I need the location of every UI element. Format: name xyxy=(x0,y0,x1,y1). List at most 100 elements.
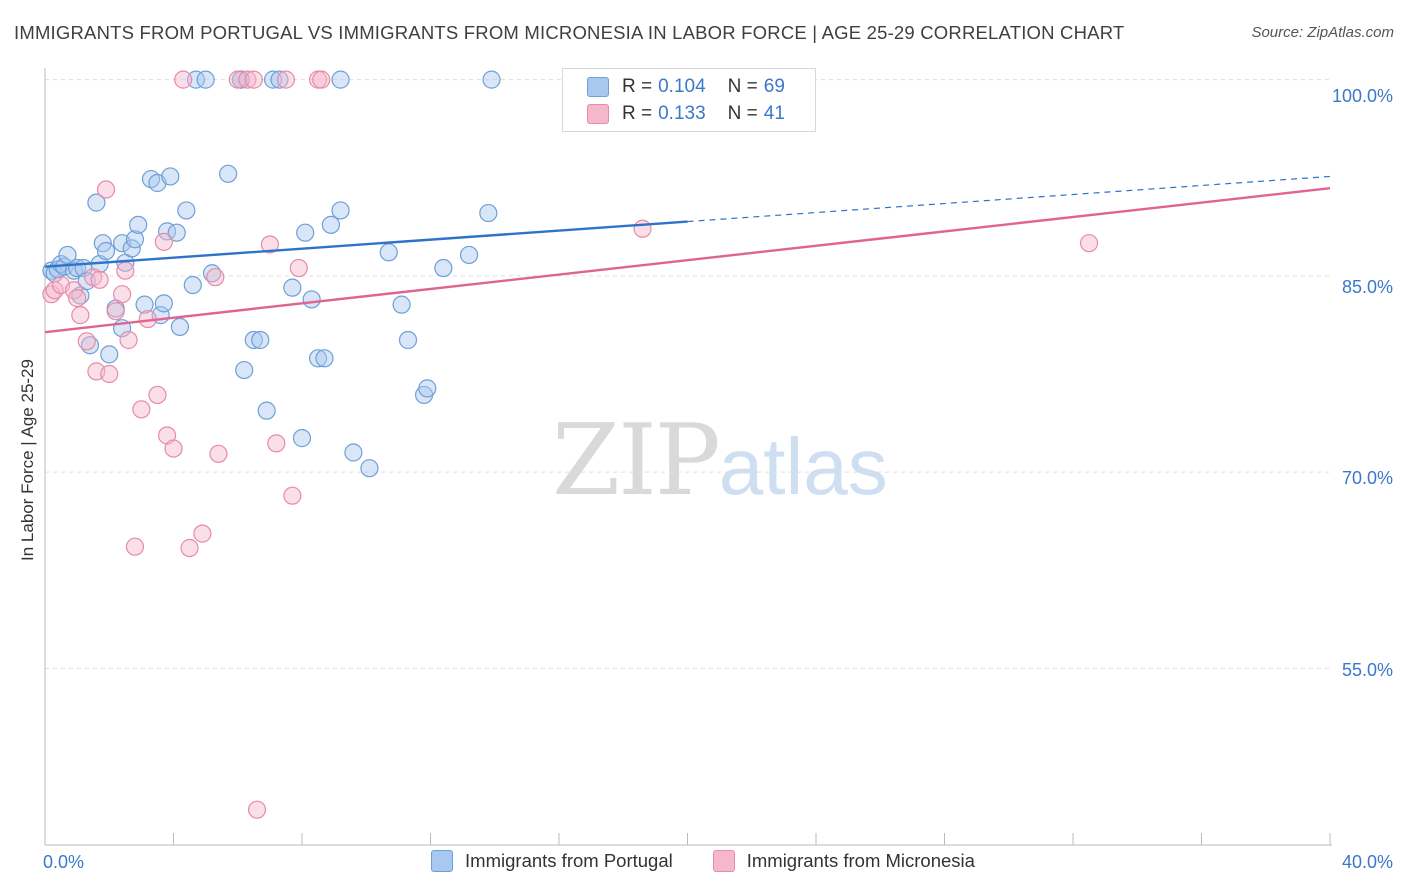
point-portugal xyxy=(129,215,148,234)
y-axis-title: In Labor Force | Age 25-29 xyxy=(18,359,37,561)
point-portugal xyxy=(308,349,328,368)
trend-line-micronesia xyxy=(44,187,1331,334)
point-portugal xyxy=(177,201,196,220)
point-portugal xyxy=(379,243,398,262)
point-portugal xyxy=(321,215,341,234)
point-micronesia xyxy=(77,332,96,351)
point-portugal xyxy=(434,258,453,278)
point-portugal xyxy=(257,401,276,420)
y-tick-label-55: 55.0% xyxy=(1341,660,1393,680)
point-portugal xyxy=(418,379,437,398)
point-micronesia xyxy=(633,219,652,238)
point-portugal xyxy=(283,278,302,297)
point-micronesia xyxy=(244,70,263,89)
legend-n-value-portugal: 69 xyxy=(763,76,785,97)
axes xyxy=(44,68,1332,846)
point-portugal xyxy=(125,230,145,249)
y-tick-label-70: 70.0% xyxy=(1341,468,1393,488)
legend-r-value-micronesia: 0.133 xyxy=(658,103,706,124)
point-portugal xyxy=(398,330,418,350)
point-portugal xyxy=(58,245,77,265)
point-portugal xyxy=(331,70,350,89)
stats-legend: R = 0.104 N = 69 R = 0.133 N = 41 xyxy=(562,68,816,132)
point-portugal xyxy=(219,164,238,183)
point-micronesia xyxy=(267,434,286,453)
point-portugal xyxy=(251,330,270,350)
point-micronesia xyxy=(228,70,247,89)
point-portugal xyxy=(154,294,173,313)
point-portugal xyxy=(235,360,254,380)
point-portugal xyxy=(296,223,315,242)
point-portugal xyxy=(270,70,289,89)
point-portugal xyxy=(392,295,411,314)
point-portugal xyxy=(167,223,186,242)
point-micronesia xyxy=(96,180,116,199)
point-micronesia xyxy=(209,444,228,463)
watermark-atlas: atlas xyxy=(718,422,888,511)
point-micronesia xyxy=(260,235,279,254)
point-portugal xyxy=(135,295,154,314)
point-micronesia xyxy=(119,330,138,350)
legend-row-portugal: R = 0.104 N = 69 xyxy=(587,75,785,99)
legend-swatch-portugal xyxy=(431,850,454,872)
point-portugal xyxy=(170,317,190,336)
trend-line-portugal xyxy=(44,220,688,268)
y-tick-label-85: 85.0% xyxy=(1341,277,1393,297)
point-micronesia xyxy=(283,486,302,505)
trend-lines xyxy=(44,175,1331,334)
legend-item-micronesia: Immigrants from Micronesia xyxy=(712,850,975,872)
legend-swatch-micronesia xyxy=(587,104,609,124)
point-portugal xyxy=(302,290,321,309)
watermark: ZIPatlas xyxy=(552,404,888,518)
point-portugal xyxy=(331,201,350,220)
legend-swatch-portugal xyxy=(587,77,609,97)
legend-label-portugal: Immigrants from Portugal xyxy=(465,850,673,871)
legend-row-micronesia: R = 0.133 N = 41 xyxy=(587,102,785,126)
watermark-zip: ZIP xyxy=(552,404,721,518)
point-micronesia xyxy=(132,400,151,419)
data-points xyxy=(42,70,1099,819)
point-micronesia xyxy=(238,70,257,89)
legend-n-label: N = xyxy=(727,76,758,97)
point-micronesia xyxy=(312,70,331,89)
legend-r-label: R = xyxy=(622,76,653,97)
point-portugal xyxy=(292,429,312,448)
point-micronesia xyxy=(71,306,90,325)
point-portugal xyxy=(482,70,501,89)
point-micronesia xyxy=(90,270,109,289)
point-micronesia xyxy=(125,537,145,556)
point-portugal xyxy=(459,245,479,265)
point-micronesia xyxy=(1079,234,1099,253)
point-micronesia xyxy=(164,439,183,458)
point-micronesia xyxy=(148,385,167,405)
x-tick-label-min: 0.0% xyxy=(43,852,85,872)
point-micronesia xyxy=(289,258,308,278)
point-micronesia xyxy=(276,70,296,89)
point-portugal xyxy=(186,70,206,89)
point-micronesia xyxy=(100,364,119,384)
point-micronesia xyxy=(206,268,225,287)
source-credit: Source: ZipAtlas.com xyxy=(1251,24,1394,41)
point-micronesia xyxy=(193,524,212,543)
point-portugal xyxy=(344,443,363,462)
point-portugal xyxy=(360,459,379,478)
point-micronesia xyxy=(116,261,135,280)
point-portugal xyxy=(479,203,498,223)
point-portugal xyxy=(263,70,283,89)
chart-title: IMMIGRANTS FROM PORTUGAL VS IMMIGRANTS F… xyxy=(14,22,1125,43)
x-tick-label-max: 40.0% xyxy=(1341,852,1393,872)
point-portugal xyxy=(244,330,263,350)
point-portugal xyxy=(315,349,334,368)
point-portugal xyxy=(196,70,215,89)
legend-label-micronesia: Immigrants from Micronesia xyxy=(746,850,975,871)
point-portugal xyxy=(183,275,202,295)
legend-n-value-micronesia: 41 xyxy=(763,103,785,124)
legend-r-value-portugal: 0.104 xyxy=(658,76,706,97)
legend-r-label: R = xyxy=(622,103,653,124)
legend-n-label: N = xyxy=(727,103,758,124)
point-portugal xyxy=(157,222,177,241)
point-micronesia xyxy=(154,232,173,251)
point-micronesia xyxy=(180,538,199,558)
point-micronesia xyxy=(106,302,125,321)
